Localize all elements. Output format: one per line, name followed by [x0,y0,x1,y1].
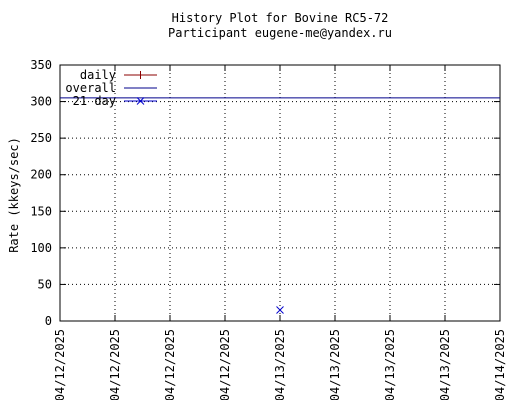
x-tick-label: 04/14/2025 [493,329,507,400]
grid-lines [60,65,500,321]
y-tick-label: 150 [30,204,52,218]
tick-labels: 0 50 100 150 200 250 300 350 04/12/2025 04/12/202… [30,58,507,400]
legend-label: overall [65,81,116,95]
series-layer [60,97,500,314]
y-tick-label: 100 [30,241,52,255]
y-tick-label: 350 [30,58,52,72]
y-axis-label: Rate (kkeys/sec) [7,137,21,253]
legend-x-mark [136,97,145,105]
x-tick-label: 04/12/2025 [53,329,67,400]
y-tick-label: 250 [30,131,52,145]
y-tick-label: 300 [30,95,52,109]
axes [59,64,501,322]
x-tick-label: 04/13/2025 [328,329,342,400]
x-tick-label: 04/12/2025 [218,329,232,400]
y-tick-label: 0 [45,314,52,328]
x-tick-label: 04/13/2025 [438,329,452,400]
legend-label: 21 day [73,94,116,108]
y-tick-label: 200 [30,168,52,182]
x-tick-label: 04/13/2025 [273,329,287,400]
x-tick-label: 04/12/2025 [108,329,122,400]
y-tick-label: 50 [38,277,52,291]
data-point-21-day [276,306,284,314]
legend-label: daily [80,68,116,82]
x-tick-label: 04/12/2025 [163,329,177,400]
chart-title: History Plot for Bovine RC5-72 [172,11,389,25]
plot-frame [59,64,501,322]
x-tick-label: 04/13/2025 [383,329,397,400]
chart-subtitle: Participant eugene-me@yandex.ru [168,26,392,40]
